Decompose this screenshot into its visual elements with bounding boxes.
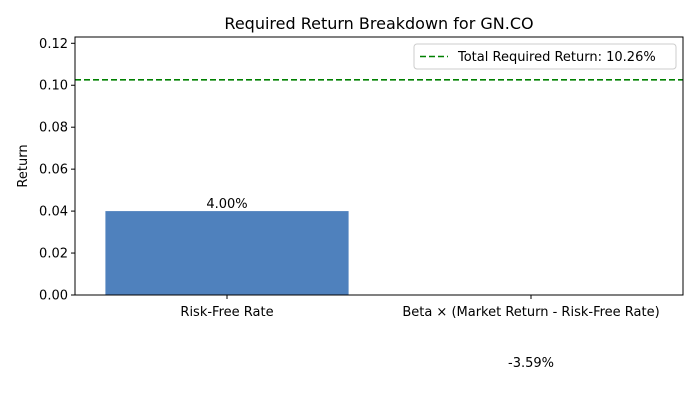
y-tick-label: 0.04 [39,205,68,220]
x-tick-label: Risk-Free Rate [180,305,273,320]
plot-frame [74,36,684,296]
bars [105,211,349,295]
y-tick-label: 0.02 [39,247,68,262]
bar-data-label: 4.00% [206,197,247,212]
y-tick-label: 0.10 [39,79,68,94]
chart-title: Required Return Breakdown for GN.CO [224,14,533,33]
y-axis-label: Return [16,144,31,187]
y-tick-label: 0.08 [39,121,68,136]
bar-data-labels: 4.00% -3.59% [206,197,554,371]
legend-box [413,43,677,70]
x-axis-ticks: Risk-Free Rate Beta × (Market Return - Ri… [180,295,660,320]
y-axis-ticks: 0.00 0.02 0.04 0.06 0.08 0.10 0.12 [39,37,75,304]
y-tick-label: 0.00 [39,289,68,304]
bar [105,211,349,295]
bar-data-label: -3.59% [508,356,554,371]
y-tick-label: 0.06 [39,163,68,178]
legend: Total Required Return: 10.26% [413,43,677,70]
y-tick-label: 0.12 [39,37,68,52]
x-tick-label: Beta × (Market Return - Risk-Free Rate) [402,305,659,320]
legend-label: Total Required Return: 10.26% [457,50,656,65]
